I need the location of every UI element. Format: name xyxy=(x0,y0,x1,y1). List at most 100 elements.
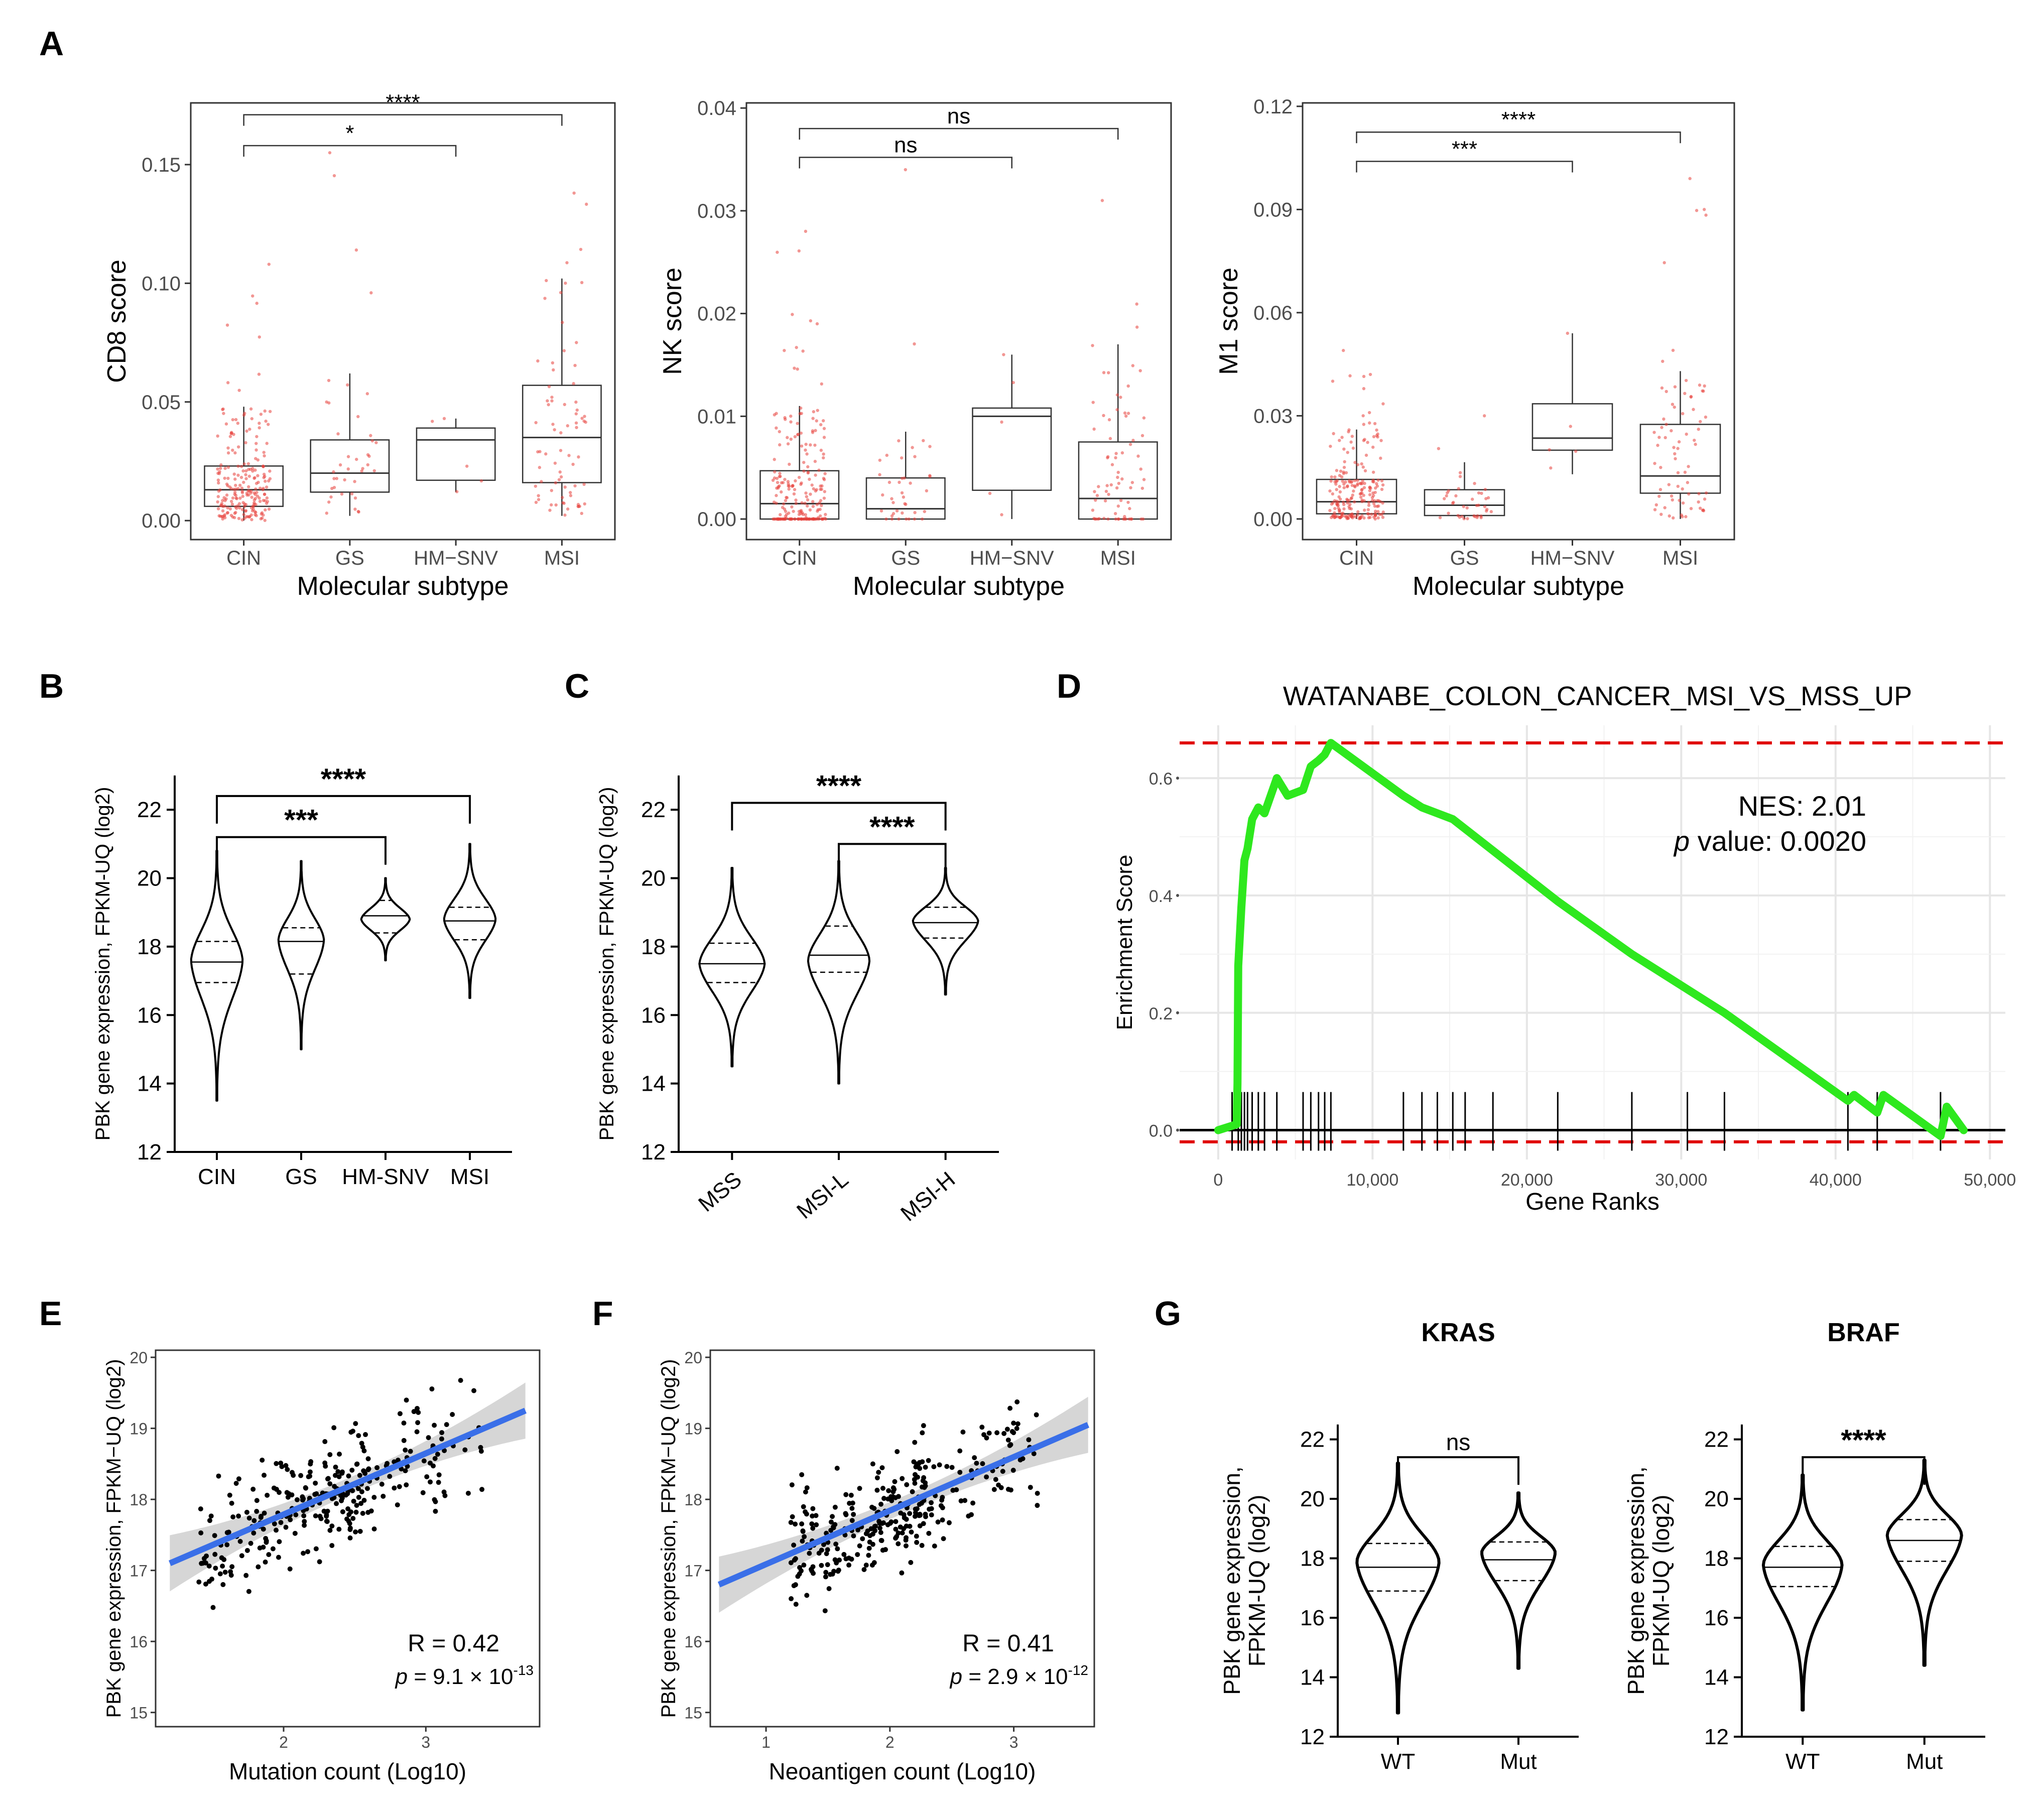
x-tick-label: 1 xyxy=(761,1733,771,1751)
data-point xyxy=(1697,492,1701,495)
data-point xyxy=(267,479,271,483)
data-point xyxy=(820,517,824,521)
data-point xyxy=(217,1571,223,1577)
data-point xyxy=(884,517,888,521)
data-point xyxy=(775,494,778,497)
data-point xyxy=(1126,500,1130,504)
data-point xyxy=(1366,508,1370,511)
data-point xyxy=(1370,512,1373,516)
data-point xyxy=(240,518,244,522)
data-point xyxy=(773,413,777,417)
data-point xyxy=(863,1563,869,1568)
data-point xyxy=(1000,420,1003,424)
data-point xyxy=(1671,498,1674,502)
data-point xyxy=(931,1464,937,1470)
data-point xyxy=(809,319,813,323)
data-point xyxy=(1349,514,1353,518)
y-axis-title: PBK gene expression, FPKM-UQ (log2) xyxy=(596,787,618,1141)
data-point xyxy=(1346,451,1349,454)
data-point xyxy=(563,485,567,489)
data-point xyxy=(791,1583,797,1589)
data-point xyxy=(1674,457,1677,461)
data-point xyxy=(288,1517,293,1522)
data-point xyxy=(572,191,576,195)
data-point xyxy=(339,1469,345,1475)
data-point xyxy=(775,426,778,430)
data-point xyxy=(237,516,241,521)
data-point xyxy=(416,1409,421,1415)
data-point xyxy=(915,1474,920,1480)
data-point xyxy=(426,1435,431,1441)
data-point xyxy=(1102,371,1106,374)
data-point xyxy=(1697,427,1700,431)
data-point xyxy=(1438,516,1442,520)
data-point xyxy=(1379,439,1383,442)
jitter-points xyxy=(1548,331,1578,470)
x-tick-label: GS xyxy=(285,1165,317,1189)
data-point xyxy=(353,1421,358,1427)
data-point xyxy=(984,1474,989,1480)
data-point xyxy=(1142,416,1146,420)
data-point xyxy=(263,454,266,458)
correlation-r: R = 0.41 xyxy=(962,1630,1054,1657)
y-tick-label: 18 xyxy=(130,1491,148,1509)
data-point xyxy=(962,1498,968,1503)
data-point xyxy=(216,434,219,438)
data-point xyxy=(1342,470,1345,474)
data-point xyxy=(232,472,236,476)
violin-MSI xyxy=(443,843,497,999)
correlation-p: p = 9.1 × 10-13 xyxy=(395,1662,534,1689)
data-point xyxy=(229,513,233,517)
data-point xyxy=(802,1534,807,1539)
data-point xyxy=(1337,506,1340,510)
data-point xyxy=(431,420,434,423)
data-point xyxy=(879,1538,884,1543)
data-point xyxy=(800,1529,806,1534)
data-point xyxy=(359,1441,364,1446)
box-CIN xyxy=(759,229,840,521)
data-point xyxy=(408,1449,413,1454)
data-point xyxy=(1360,514,1364,518)
significance-bracket xyxy=(1397,1456,1519,1485)
data-point xyxy=(265,442,269,445)
data-point xyxy=(1702,390,1705,393)
data-point xyxy=(780,517,784,521)
data-point xyxy=(231,418,235,422)
plot-frame xyxy=(709,1349,1095,1728)
data-point xyxy=(1142,478,1146,481)
data-point xyxy=(1338,439,1341,442)
data-point xyxy=(1108,437,1112,440)
data-point xyxy=(822,427,826,430)
data-point xyxy=(1331,379,1335,383)
data-point xyxy=(278,1520,284,1525)
data-point xyxy=(890,1489,896,1495)
data-point xyxy=(797,475,801,479)
x-tick-label: HM−SNV xyxy=(414,547,498,569)
x-tick-label: GS xyxy=(1450,547,1479,569)
data-point xyxy=(1128,443,1132,446)
data-point xyxy=(223,499,227,502)
data-point xyxy=(1340,436,1344,439)
data-point xyxy=(1654,503,1658,507)
data-point xyxy=(255,302,259,305)
data-point xyxy=(940,1517,945,1523)
data-point xyxy=(203,1581,208,1587)
data-point xyxy=(534,484,538,488)
data-point xyxy=(226,465,230,469)
data-point xyxy=(327,1527,333,1533)
data-point xyxy=(1338,490,1342,494)
data-point xyxy=(361,1498,367,1503)
x-tick-label: 3 xyxy=(421,1733,430,1751)
box-GS xyxy=(310,151,390,516)
data-point xyxy=(458,1378,463,1383)
data-point xyxy=(272,1521,277,1526)
data-point xyxy=(778,471,782,475)
data-point xyxy=(1684,515,1688,519)
data-point xyxy=(1123,514,1126,519)
data-point xyxy=(1486,496,1490,499)
data-point xyxy=(248,1540,253,1546)
data-point xyxy=(1367,411,1371,415)
data-point xyxy=(793,488,797,491)
data-point xyxy=(988,491,992,495)
data-point xyxy=(1462,505,1465,508)
